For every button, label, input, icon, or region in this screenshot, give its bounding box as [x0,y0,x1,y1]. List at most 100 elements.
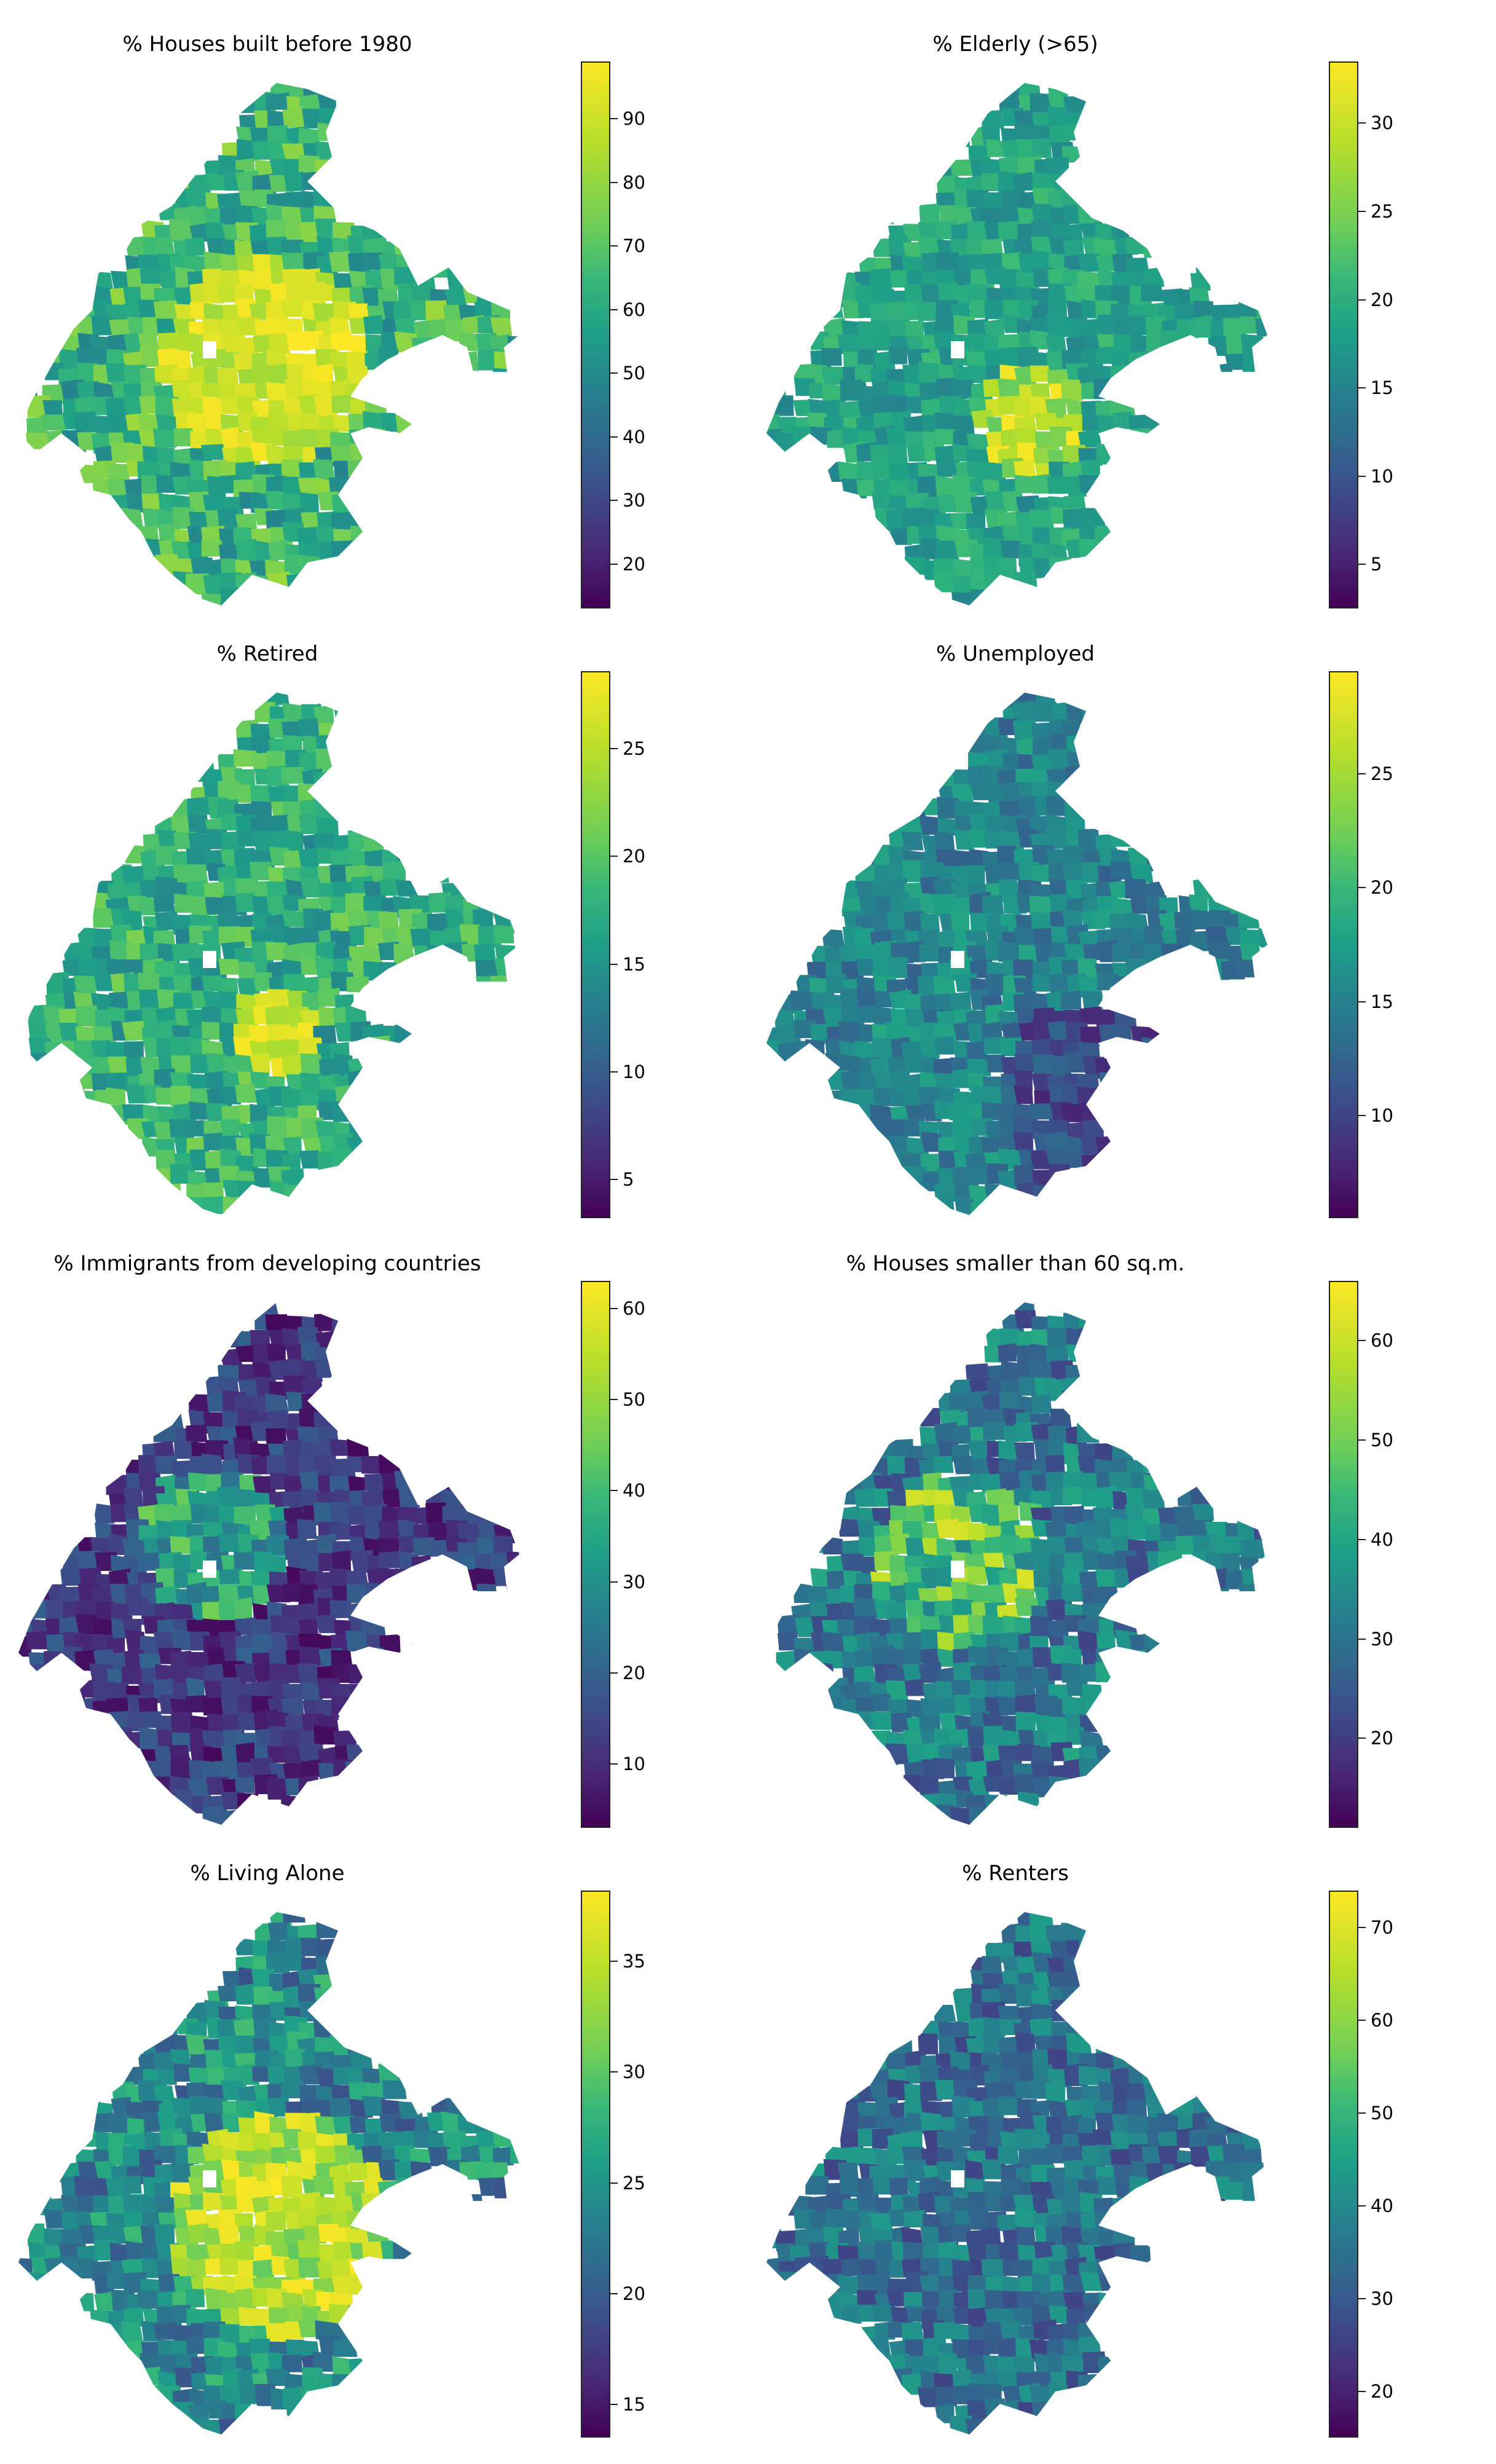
district [923,1472,942,1495]
district [377,911,399,929]
district [873,1475,894,1491]
district [265,428,288,446]
district [766,222,784,245]
district [934,412,958,430]
district [235,126,256,144]
district [1207,834,1232,850]
district [1158,1588,1183,1607]
district [1273,784,1299,805]
colorbar-tick-mark [1358,1439,1366,1441]
district [333,1053,354,1077]
district [18,1379,33,1399]
district [444,1730,468,1748]
district [1210,1588,1231,1608]
district [1239,943,1262,961]
district [234,1506,256,1525]
district [506,591,519,605]
district [1145,1790,1167,1813]
district [285,1937,305,1959]
district [346,1583,369,1603]
district [858,1200,884,1215]
district [508,2401,519,2424]
district [508,1117,519,1137]
district [44,510,68,527]
district [905,1182,929,1202]
district [506,1551,519,1572]
district [317,988,340,1007]
district [366,208,388,227]
district [185,2021,207,2039]
district [1146,1586,1170,1608]
district [217,1486,238,1509]
district [44,176,66,195]
district [1098,1071,1121,1090]
district [332,738,355,760]
panel-title: % Houses smaller than 60 sq.m. [846,1251,1185,1276]
district [476,2130,497,2151]
district [299,1197,325,1215]
district [137,1553,160,1571]
district [794,539,816,560]
district [313,395,337,417]
district [1077,270,1102,289]
district [409,848,433,865]
district [510,1377,519,1397]
district [869,172,894,191]
district [458,1780,480,1798]
district [267,989,291,1010]
district [904,1679,926,1696]
district [766,1154,783,1172]
district [794,459,814,482]
district [363,252,384,270]
district [74,1600,98,1618]
district [202,2192,226,2210]
district [138,739,158,757]
district [917,476,939,498]
district [410,1633,435,1656]
district [185,1329,208,1351]
district [60,1474,84,1493]
district [219,2324,241,2345]
district [460,1938,484,1960]
district [219,2257,242,2275]
district [474,1073,498,1090]
district [1130,83,1154,98]
district [363,460,385,479]
district [75,158,101,178]
district [840,1072,862,1091]
district [1273,281,1296,301]
district [1191,1133,1211,1152]
district [1157,1379,1182,1402]
district [171,1302,195,1314]
district [1029,1103,1056,1120]
district [506,1954,519,1977]
district [523,1534,542,1556]
district [998,1440,1020,1461]
district [18,2119,32,2138]
district [18,926,35,944]
district [475,1197,497,1215]
district [875,1377,899,1398]
map-hole [203,951,216,968]
district [1143,460,1169,481]
colorbar-tick-mark [1358,122,1366,124]
district [381,693,404,709]
district [396,2291,422,2312]
district [854,1345,876,1365]
colorbar-tick-mark [610,245,618,247]
district [153,893,175,912]
district [138,1711,162,1728]
district [141,111,166,130]
district [18,1695,34,1712]
district [524,768,547,788]
district [18,735,38,756]
district [445,542,468,562]
district [808,475,833,497]
district [478,1923,503,1943]
district [1225,1183,1248,1204]
district [76,693,100,705]
district [123,2373,148,2391]
district [821,1377,845,1396]
district [1207,782,1231,803]
district [398,693,418,710]
